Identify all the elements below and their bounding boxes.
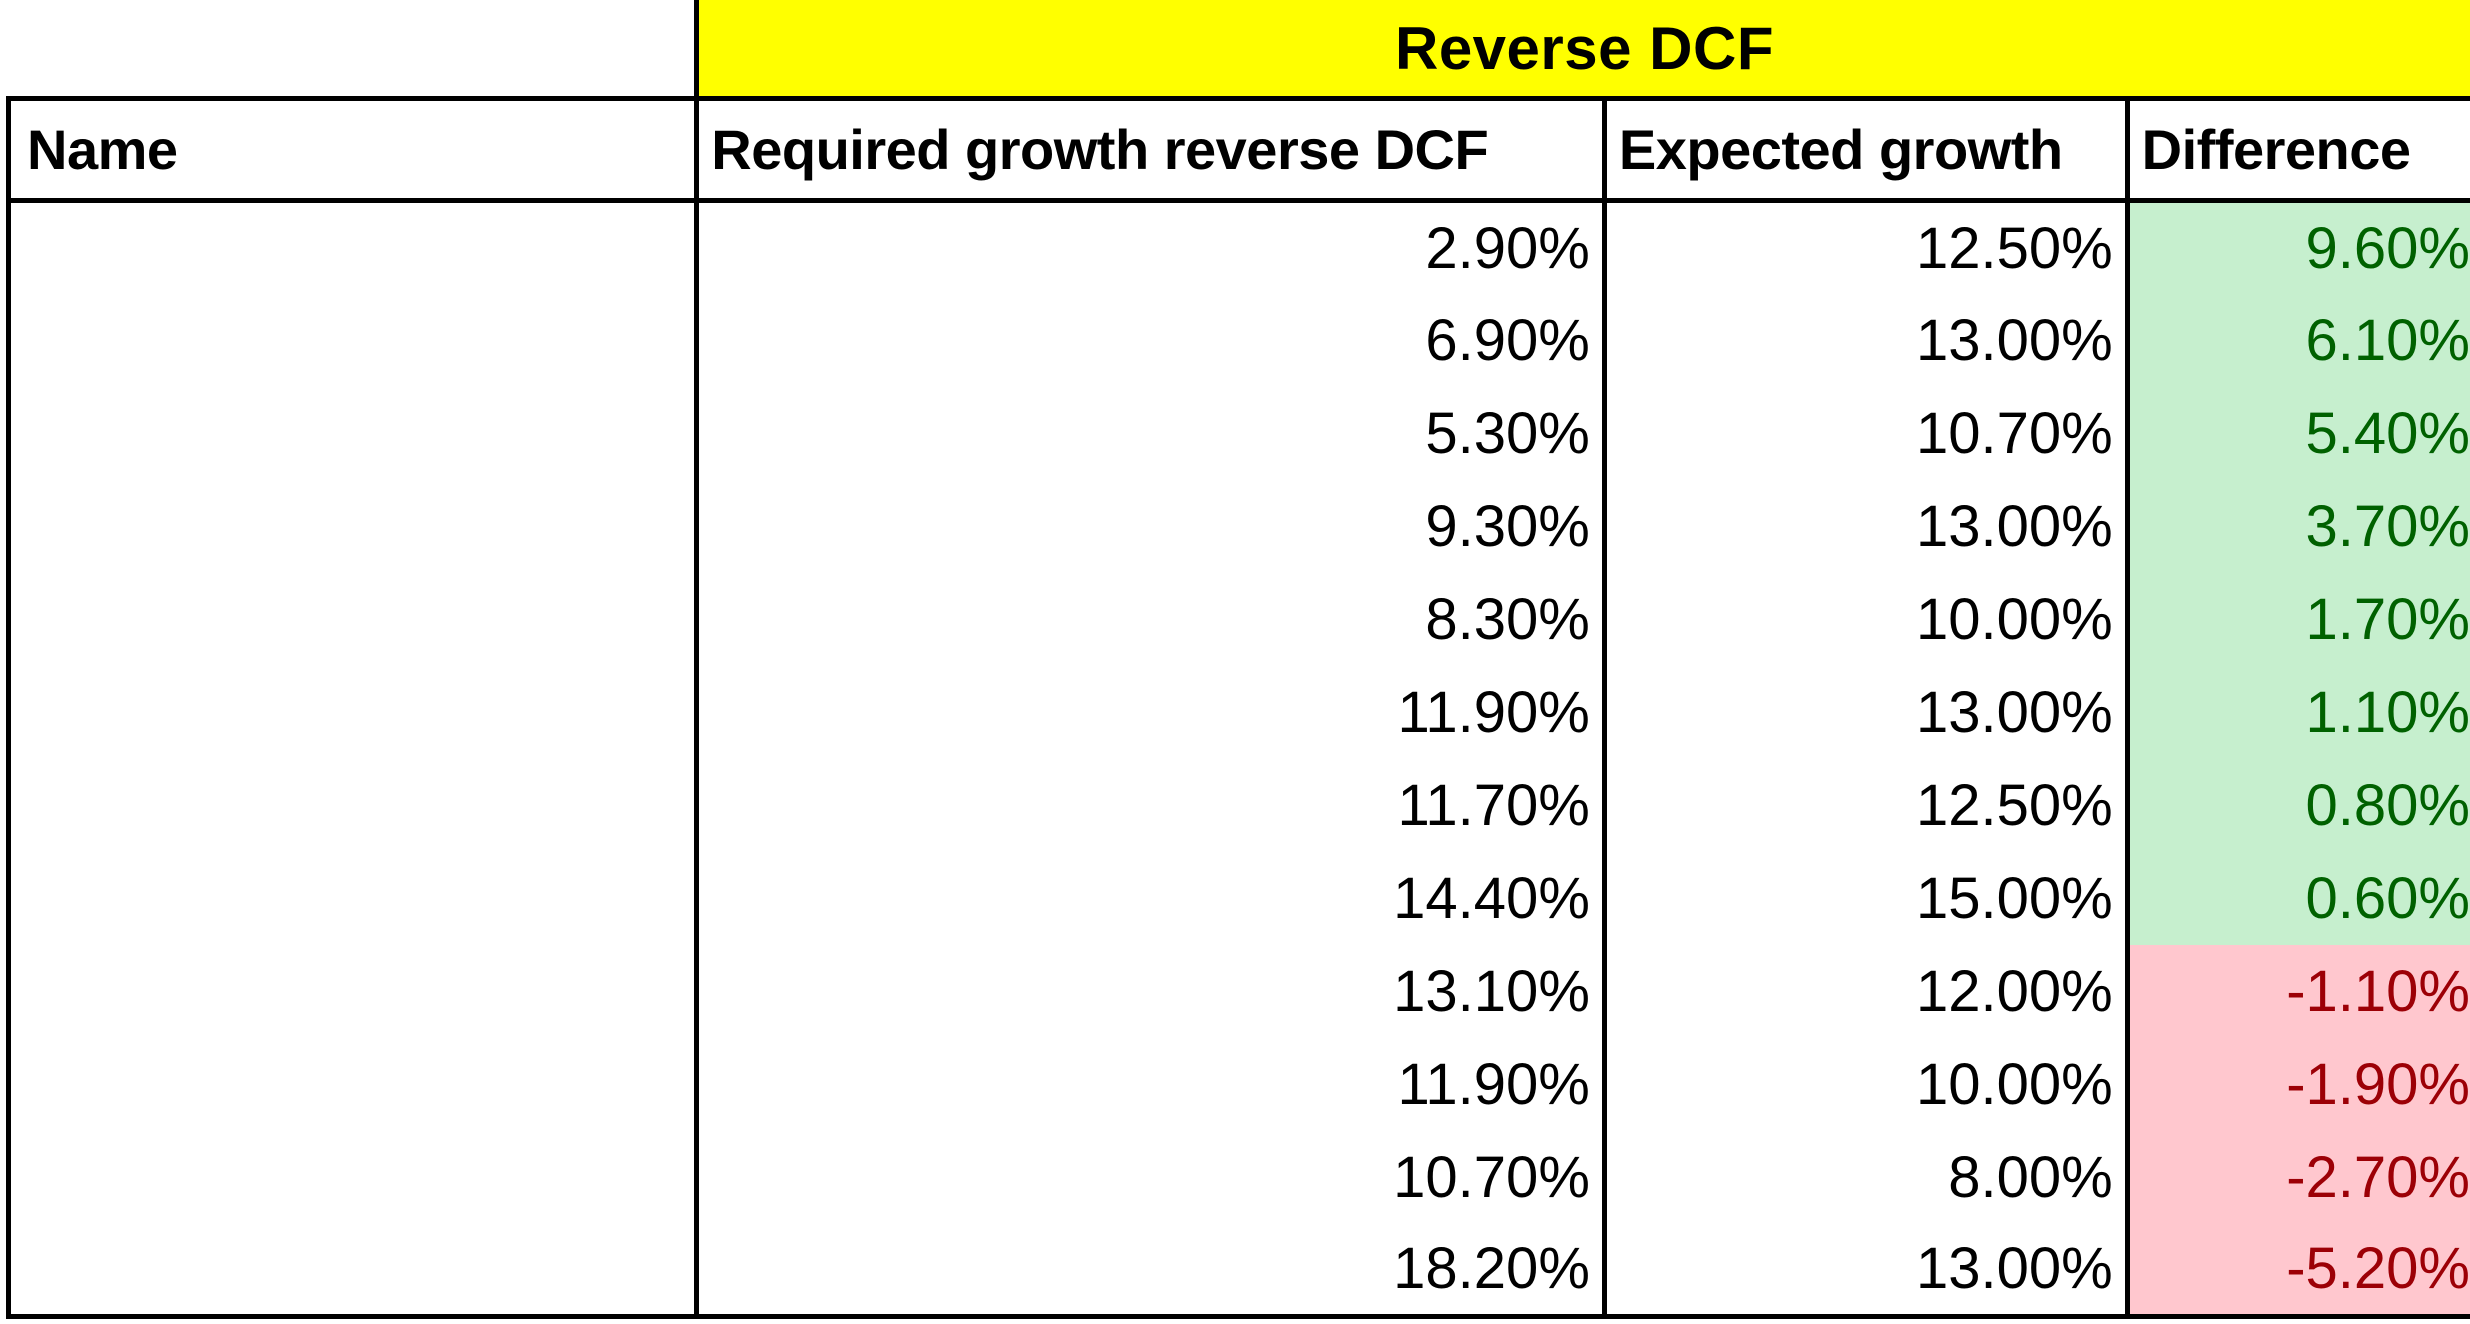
difference-cell[interactable]: 1.10%	[2124, 665, 2470, 759]
table-row: 11.70% 12.50% 0.80%	[5, 758, 2470, 852]
required-growth-cell[interactable]: 2.90%	[694, 200, 1607, 294]
name-column-header[interactable]: Name	[5, 96, 700, 203]
expected-growth-cell[interactable]: 13.00%	[1601, 479, 2130, 573]
name-cell[interactable]	[5, 665, 700, 759]
expected-growth-cell[interactable]: 8.00%	[1601, 1130, 2130, 1224]
header-row: Name Required growth reverse DCF Expecte…	[5, 96, 2470, 203]
expected-growth-cell[interactable]: 10.70%	[1601, 386, 2130, 480]
expected-growth-cell[interactable]: 10.00%	[1601, 572, 2130, 666]
table-row: 13.10% 12.00% -1.10%	[5, 944, 2470, 1038]
difference-cell[interactable]: 6.10%	[2124, 293, 2470, 387]
required-growth-cell[interactable]: 10.70%	[694, 1130, 1607, 1224]
expected-growth-cell[interactable]: 12.50%	[1601, 200, 2130, 294]
name-cell[interactable]	[5, 758, 700, 852]
required-growth-cell[interactable]: 8.30%	[694, 572, 1607, 666]
difference-cell[interactable]: 5.40%	[2124, 386, 2470, 480]
difference-cell[interactable]: 3.70%	[2124, 479, 2470, 573]
name-cell[interactable]	[5, 572, 700, 666]
required-growth-cell[interactable]: 5.30%	[694, 386, 1607, 480]
expected-growth-cell[interactable]: 13.00%	[1601, 1223, 2130, 1319]
name-cell[interactable]	[5, 479, 700, 573]
expected-growth-cell[interactable]: 10.00%	[1601, 1037, 2130, 1131]
name-cell[interactable]	[5, 1223, 700, 1319]
table-row: 18.20% 13.00% -5.20%	[5, 1223, 2470, 1319]
reverse-dcf-table: Name Required growth reverse DCF Expecte…	[5, 96, 2470, 1319]
table-row: 11.90% 10.00% -1.90%	[5, 1037, 2470, 1131]
table-row: 8.30% 10.00% 1.70%	[5, 572, 2470, 666]
expected-growth-cell[interactable]: 15.00%	[1601, 851, 2130, 945]
table-body: 2.90% 12.50% 9.60% 6.90% 13.00% 6.10% 5.30% 10.…	[5, 200, 2470, 1319]
difference-cell[interactable]: -2.70%	[2124, 1130, 2470, 1224]
difference-cell[interactable]: 0.80%	[2124, 758, 2470, 852]
table-row: 5.30% 10.70% 5.40%	[5, 386, 2470, 480]
required-growth-cell[interactable]: 11.70%	[694, 758, 1607, 852]
table-row: 10.70% 8.00% -2.70%	[5, 1130, 2470, 1224]
name-cell[interactable]	[5, 1130, 700, 1224]
required-growth-cell[interactable]: 11.90%	[694, 1037, 1607, 1131]
expected-growth-cell[interactable]: 13.00%	[1601, 665, 2130, 759]
name-cell[interactable]	[5, 944, 700, 1038]
expected-growth-column-header[interactable]: Expected growth	[1601, 96, 2130, 203]
required-growth-cell[interactable]: 13.10%	[694, 944, 1607, 1038]
difference-cell[interactable]: -1.10%	[2124, 944, 2470, 1038]
difference-column-header[interactable]: Difference	[2124, 96, 2470, 203]
table-row: 11.90% 13.00% 1.10%	[5, 665, 2470, 759]
required-growth-cell[interactable]: 14.40%	[694, 851, 1607, 945]
required-growth-cell[interactable]: 6.90%	[694, 293, 1607, 387]
table-row: 9.30% 13.00% 3.70%	[5, 479, 2470, 573]
expected-growth-cell[interactable]: 12.50%	[1601, 758, 2130, 852]
difference-cell[interactable]: 1.70%	[2124, 572, 2470, 666]
table-row: 6.90% 13.00% 6.10%	[5, 293, 2470, 387]
difference-cell[interactable]: -5.20%	[2124, 1223, 2470, 1319]
name-cell[interactable]	[5, 851, 700, 945]
difference-cell[interactable]: 0.60%	[2124, 851, 2470, 945]
table-row: 14.40% 15.00% 0.60%	[5, 851, 2470, 945]
table-row: 2.90% 12.50% 9.60%	[5, 200, 2470, 294]
difference-cell[interactable]: -1.90%	[2124, 1037, 2470, 1131]
required-growth-cell[interactable]: 9.30%	[694, 479, 1607, 573]
expected-growth-cell[interactable]: 13.00%	[1601, 293, 2130, 387]
name-cell[interactable]	[5, 1037, 700, 1131]
name-cell[interactable]	[5, 386, 700, 480]
name-cell[interactable]	[5, 200, 700, 294]
difference-cell[interactable]: 9.60%	[2124, 200, 2470, 294]
expected-growth-cell[interactable]: 12.00%	[1601, 944, 2130, 1038]
reverse-dcf-banner[interactable]: Reverse DCF	[694, 0, 2470, 96]
required-growth-column-header[interactable]: Required growth reverse DCF	[694, 96, 1607, 203]
required-growth-cell[interactable]: 18.20%	[694, 1223, 1607, 1319]
required-growth-cell[interactable]: 11.90%	[694, 665, 1607, 759]
name-cell[interactable]	[5, 293, 700, 387]
